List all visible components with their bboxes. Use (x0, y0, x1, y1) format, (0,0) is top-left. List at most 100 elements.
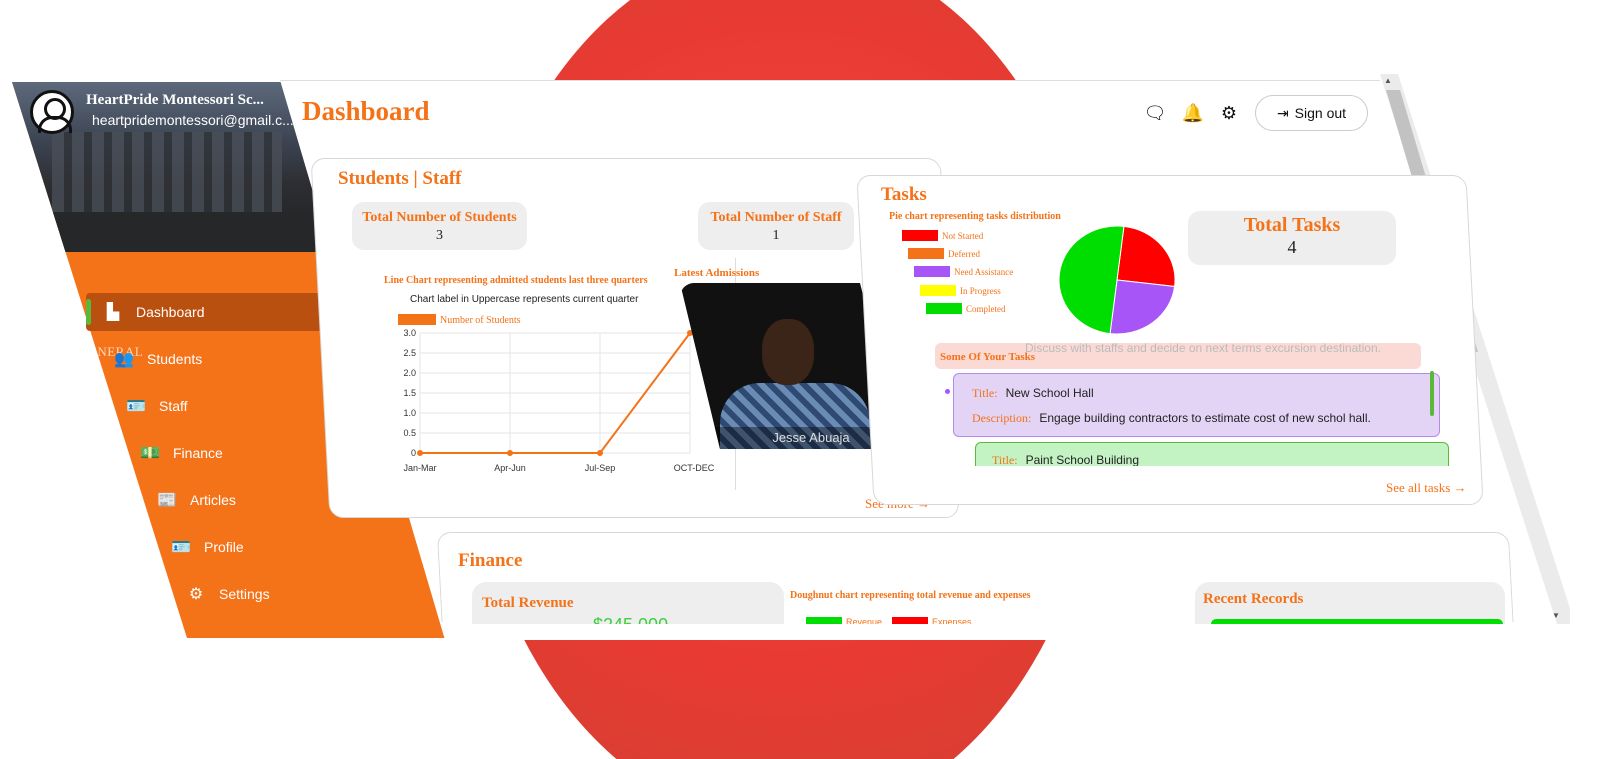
page-title: Dashboard (302, 96, 430, 126)
task-list[interactable]: Discuss with staffs and decide on next t… (935, 343, 1461, 466)
messages-icon[interactable]: 🗨 (1143, 102, 1167, 123)
notifications-icon[interactable]: 🔔 (1181, 102, 1205, 123)
sidebar-item-label: Staff (159, 398, 188, 414)
task-item[interactable]: Title: New School Hall Description: Engage… (953, 373, 1440, 437)
dashboard-icon: ▙ (106, 304, 120, 321)
sidebar-item-label: Profile (204, 539, 244, 555)
legend-not-started: Not Started (902, 230, 983, 241)
line-chart: Number of Students 0 0.5 1.0 1.5 2.0 2.5 3.0 Jan… (398, 314, 715, 473)
sidebar-item-staff[interactable]: 🪪 Staff (126, 387, 188, 425)
legend-deferred: Deferred (908, 248, 980, 259)
arrow-right-icon: → (1453, 480, 1467, 495)
students-icon: 👥 (114, 351, 134, 368)
data-point[interactable] (507, 450, 513, 456)
sign-out-label: Sign out (1294, 105, 1347, 121)
x-tick-label: Apr-Jun (494, 463, 526, 473)
sidebar-item-label: Students (147, 351, 203, 367)
recent-records-title: Recent Records (1203, 591, 1304, 607)
data-point[interactable] (597, 450, 603, 456)
students-count-value: 3 (436, 228, 443, 243)
task-list-scrollbar[interactable] (1430, 371, 1434, 416)
staff-icon: 🪪 (126, 398, 146, 415)
task-list-title: Some Of Your Tasks (940, 351, 1036, 363)
total-tasks-value: 4 (1287, 237, 1297, 257)
total-revenue-value: $245,000 (593, 617, 668, 624)
tasks-pie-chart (1058, 225, 1176, 335)
staff-count-value: 1 (772, 228, 780, 243)
y-tick-label: 2.5 (403, 348, 416, 358)
line-chart-subtitle: Chart label in Uppercase represents curr… (410, 294, 639, 305)
avatar-icon[interactable] (30, 90, 74, 134)
staff-count-box: Total Number of Staff 1 (698, 202, 854, 250)
x-tick-label: Jul-Sep (585, 463, 616, 473)
sidebar-item-articles[interactable]: 📰 Articles (157, 481, 236, 519)
task-title: Paint School Building (1025, 453, 1139, 466)
legend-swatch (902, 230, 938, 241)
y-tick-label: 1.5 (403, 388, 416, 398)
latest-admissions-title: Latest Admissions (674, 267, 760, 279)
legend-in-progress: In Progress (920, 285, 1001, 296)
sidebar-item-label: Finance (173, 445, 223, 461)
sidebar-item-label: Articles (190, 492, 236, 508)
gear-icon[interactable]: ⚙ (1220, 102, 1238, 123)
sidebar-item-label: Dashboard (136, 304, 205, 320)
y-tick-label: 3.0 (403, 328, 416, 338)
task-item-ghost: Discuss with staffs and decide on next t… (935, 343, 1421, 369)
sidebar-item-settings[interactable]: ⚙ Settings (187, 575, 270, 613)
school-name: HeartPride Montessori Sc... (86, 92, 264, 108)
legend-revenue-swatch (806, 617, 842, 624)
sidebar-item-profile[interactable]: 🪪 Profile (171, 528, 244, 566)
task-title: New School Hall (1005, 386, 1094, 400)
line-chart-title: Line Chart representing admitted student… (384, 275, 648, 286)
pie-slice[interactable] (1109, 279, 1176, 335)
profile-icon: 🪪 (171, 539, 191, 556)
task-item[interactable]: Title: Paint School Building (975, 442, 1449, 466)
recent-records-box: Recent Records (1195, 582, 1505, 624)
y-tick-label: 0 (411, 448, 416, 458)
students-count-box: Total Number of Students 3 (352, 202, 527, 250)
legend-swatch (398, 314, 436, 325)
pie-slice[interactable] (1058, 225, 1125, 335)
pie-chart-title: Pie chart representing tasks distributio… (889, 211, 1061, 222)
sidebar-item-dashboard[interactable]: ▙ Dashboard (86, 293, 340, 331)
tasks-title: Tasks (881, 184, 927, 205)
y-tick-label: 1.0 (403, 408, 416, 418)
total-revenue-box: Total Revenue (472, 582, 784, 624)
task-bullet (945, 389, 950, 394)
data-point[interactable] (687, 330, 693, 336)
sidebar-item-students[interactable]: 👥 Students (114, 340, 203, 378)
total-tasks-box: Total Tasks 4 (1188, 211, 1396, 265)
x-tick-label: Jan-Mar (403, 463, 436, 473)
legend-swatch (914, 266, 950, 277)
legend-swatch (920, 285, 956, 296)
see-all-tasks-link[interactable]: See all tasks → (1386, 480, 1467, 496)
students-staff-title: Students | Staff (338, 168, 462, 189)
doughnut-chart-title: Doughnut chart representing total revenu… (790, 590, 1031, 601)
y-tick-label: 0.5 (403, 428, 416, 438)
legend-label: Number of Students (440, 315, 521, 326)
pie-slice[interactable] (1116, 225, 1176, 288)
settings-icon: ⚙ (188, 586, 204, 603)
scroll-down-icon[interactable]: ▼ (1552, 611, 1560, 620)
total-revenue-label: Total Revenue (482, 595, 574, 611)
latest-admission-name: Jesse Abuaja (680, 427, 902, 449)
x-tick-label: OCT-DEC (674, 463, 715, 473)
staff-count-label: Total Number of Staff (710, 210, 842, 225)
y-tick-label: 2.0 (403, 368, 416, 378)
legend-completed: Completed (926, 303, 1006, 314)
scroll-up-icon[interactable]: ▲ (1384, 76, 1392, 85)
see-all-tasks-label: See all tasks (1386, 480, 1451, 495)
students-count-label: Total Number of Students (362, 210, 517, 225)
legend-expenses-swatch (892, 617, 929, 624)
task-description: Engage building contractors to estimate … (1039, 411, 1371, 425)
sidebar-item-label: Settings (219, 586, 270, 602)
data-point[interactable] (417, 450, 423, 456)
total-tasks-label: Total Tasks (1243, 214, 1341, 236)
sign-out-button[interactable]: ⇥ Sign out (1255, 95, 1368, 131)
legend-need-assistance: Need Assistance (914, 266, 1013, 277)
recent-record-row[interactable] (1211, 619, 1503, 624)
finance-icon: 💵 (140, 445, 160, 462)
school-email: heartpridemontessori@gmail.c... (92, 112, 294, 128)
sidebar-item-finance[interactable]: 💵 Finance (140, 434, 223, 472)
legend-swatch (926, 303, 962, 314)
